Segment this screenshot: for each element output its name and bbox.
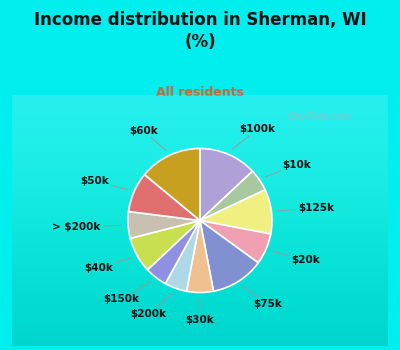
- Wedge shape: [200, 220, 271, 263]
- Wedge shape: [200, 171, 265, 220]
- Text: $30k: $30k: [186, 299, 214, 325]
- Text: $125k: $125k: [278, 203, 334, 213]
- Text: $50k: $50k: [80, 176, 128, 190]
- Text: $10k: $10k: [265, 160, 311, 177]
- Wedge shape: [165, 220, 200, 291]
- Wedge shape: [200, 148, 252, 220]
- Text: $60k: $60k: [129, 126, 166, 150]
- Wedge shape: [148, 220, 200, 284]
- Text: $20k: $20k: [272, 251, 320, 265]
- Wedge shape: [200, 220, 258, 291]
- Wedge shape: [128, 175, 200, 220]
- Wedge shape: [200, 190, 272, 234]
- Text: $200k: $200k: [130, 293, 172, 319]
- Text: $150k: $150k: [103, 282, 151, 304]
- Wedge shape: [186, 220, 214, 293]
- Wedge shape: [144, 148, 200, 220]
- Text: $40k: $40k: [84, 258, 131, 273]
- Text: $75k: $75k: [243, 286, 282, 309]
- Text: City-Data.com: City-Data.com: [288, 112, 352, 121]
- Text: > $200k: > $200k: [52, 222, 122, 232]
- Text: All residents: All residents: [156, 86, 244, 99]
- Wedge shape: [130, 220, 200, 270]
- Wedge shape: [128, 211, 200, 238]
- Text: $100k: $100k: [232, 124, 276, 149]
- Text: Income distribution in Sherman, WI
(%): Income distribution in Sherman, WI (%): [34, 10, 366, 51]
